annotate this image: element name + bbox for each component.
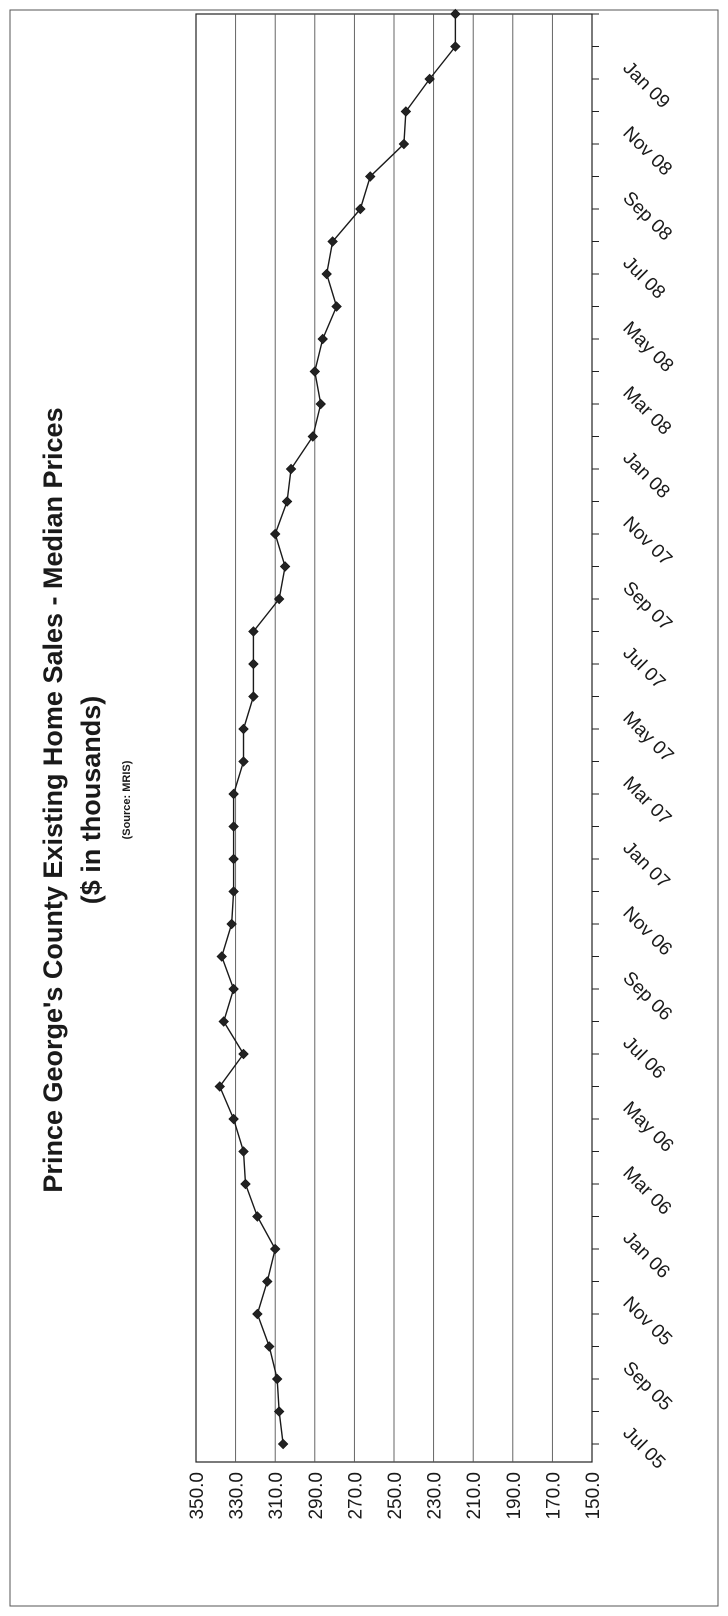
data-point [238, 723, 249, 735]
data-point [315, 398, 326, 410]
data-point [331, 301, 342, 312]
y-tick-label: 330.0 [227, 1472, 248, 1520]
data-point [279, 561, 291, 572]
data-point [216, 951, 227, 962]
chart-title: Prince George's County Existing Home Sal… [38, 407, 68, 1192]
chart-subtitle: ($ in thousands) [76, 696, 106, 905]
data-point [228, 821, 239, 832]
data-point [228, 886, 239, 897]
y-tick-label: 350.0 [187, 1472, 208, 1520]
data-point [424, 73, 435, 85]
data-point [450, 8, 461, 20]
y-tick-label: 150.0 [583, 1472, 604, 1520]
data-point [248, 626, 259, 637]
data-point [218, 1016, 229, 1027]
data-point [228, 853, 239, 865]
y-tick-label: 310.0 [266, 1472, 287, 1520]
data-point [285, 463, 297, 475]
data-point [214, 1081, 225, 1092]
data-point [307, 431, 319, 442]
y-tick-label: 270.0 [345, 1472, 366, 1520]
data-point [321, 268, 332, 280]
data-point [238, 1146, 249, 1157]
data-point [226, 918, 237, 930]
gridlines [235, 14, 553, 1462]
y-tick-label: 170.0 [543, 1472, 564, 1520]
data-point [240, 1178, 251, 1190]
data-point [228, 788, 239, 800]
data-point [271, 1373, 283, 1385]
y-tick-label: 290.0 [306, 1472, 327, 1520]
y-tick-label: 230.0 [425, 1472, 446, 1520]
data-point [248, 691, 259, 702]
data-point [228, 1113, 239, 1125]
data-point [269, 1243, 281, 1255]
data-point [264, 1341, 275, 1352]
data-point [327, 236, 338, 247]
data-point [228, 983, 239, 995]
data-point [248, 658, 259, 670]
data-point [365, 171, 376, 182]
axis-ticks [592, 13, 599, 1445]
data-point [400, 106, 412, 117]
y-tick-label: 250.0 [385, 1472, 406, 1520]
data-point [273, 1406, 285, 1417]
data-point [269, 528, 281, 540]
data-point [355, 203, 366, 215]
data-point [309, 366, 321, 377]
data-point [398, 138, 410, 150]
data-point [317, 333, 328, 345]
data-point [252, 1211, 263, 1222]
data-point [273, 593, 285, 605]
data-point [450, 41, 461, 52]
data-point [262, 1276, 273, 1287]
data-point [238, 1048, 249, 1060]
data-points [214, 8, 461, 1450]
data-point [238, 756, 249, 767]
y-tick-label: 190.0 [504, 1472, 525, 1520]
data-point [252, 1308, 263, 1320]
y-axis-labels: 350.0 330.0 310.0 290.0 270.0 250.0 230.0 210.0… [187, 1472, 604, 1520]
y-tick-label: 210.0 [464, 1472, 485, 1520]
data-point [281, 496, 293, 507]
data-point [277, 1438, 289, 1450]
chart-source: (Source: MRIS) [121, 760, 133, 839]
